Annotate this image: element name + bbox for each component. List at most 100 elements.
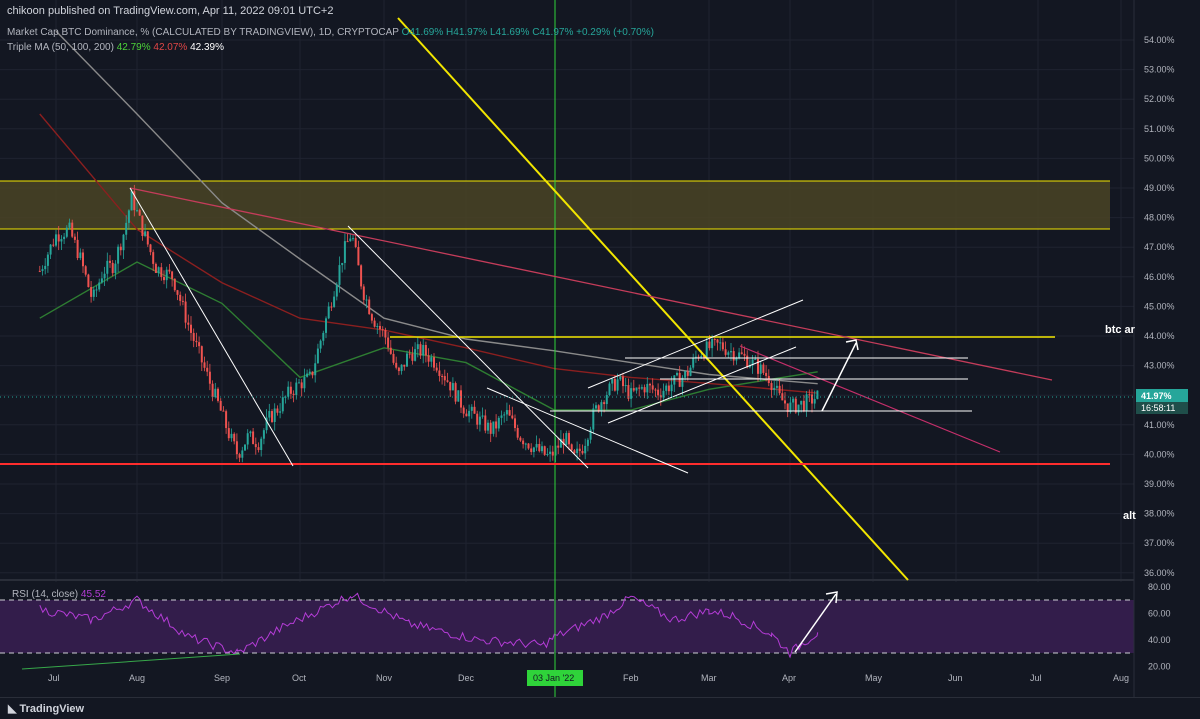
candle	[381, 326, 384, 337]
candle	[368, 296, 371, 315]
candle	[198, 336, 201, 354]
candle	[470, 404, 473, 419]
ma-legend: Triple MA (50, 100, 200) 42.79% 42.07% 4…	[7, 42, 224, 53]
candle	[76, 231, 79, 261]
candle	[52, 238, 55, 247]
rsi-legend: RSI (14, close) 45.52	[12, 589, 106, 600]
candle	[306, 369, 309, 378]
candle	[559, 430, 562, 448]
candle	[246, 429, 249, 450]
countdown-badge	[1136, 402, 1188, 414]
candle	[775, 378, 778, 396]
candle	[379, 321, 381, 338]
ma100-value: 42.07%	[153, 42, 188, 53]
candle	[460, 385, 462, 413]
time-tick-label: Oct	[292, 673, 307, 683]
candle	[106, 252, 109, 282]
white-trendline-1	[129, 187, 294, 467]
price-tick-label: 46.00%	[1144, 272, 1175, 282]
candle	[322, 330, 325, 346]
candle	[449, 381, 452, 397]
candle	[300, 379, 303, 397]
date-highlight-label: 03 Jan '22	[533, 673, 574, 683]
candle	[373, 317, 376, 328]
candle	[638, 384, 641, 397]
candle	[44, 258, 47, 275]
candle	[311, 371, 314, 379]
time-scale[interactable]: Jul Aug Sep Oct Nov Dec Feb Mar Apr May Jun Jul Aug	[48, 673, 1129, 683]
candle	[805, 391, 808, 417]
rsi-green-trendline	[21, 653, 241, 670]
price-tick-label: 36.00%	[1144, 568, 1175, 578]
price-tick-label: 39.00%	[1144, 479, 1175, 489]
candle	[635, 387, 638, 394]
candle	[451, 377, 454, 391]
candle	[541, 441, 543, 454]
candle	[357, 240, 360, 266]
projection-arrow	[821, 342, 857, 412]
candle	[338, 256, 341, 293]
candle	[60, 235, 63, 250]
drawings	[0, 0, 1134, 697]
candle	[468, 404, 471, 423]
candle	[811, 389, 813, 413]
candle	[63, 233, 66, 244]
last-price-label: 41.97%	[1141, 391, 1172, 401]
candle	[694, 350, 697, 363]
candle	[295, 377, 298, 400]
candle	[586, 437, 589, 452]
candle	[238, 452, 241, 463]
candle	[530, 443, 533, 455]
ma-line-ma100	[39, 113, 818, 394]
annotation-alt: alt	[1123, 510, 1136, 522]
candle	[95, 285, 98, 298]
candle	[192, 328, 195, 348]
candle	[608, 381, 611, 397]
candle	[662, 383, 665, 402]
candle	[568, 430, 570, 451]
candle	[462, 405, 465, 418]
candle	[435, 363, 438, 373]
candle	[416, 337, 419, 358]
candle	[492, 421, 495, 437]
candle	[346, 233, 349, 243]
candle	[757, 350, 759, 382]
candle	[813, 390, 816, 409]
candle	[292, 390, 295, 403]
tradingview-brand: TradingView	[19, 703, 85, 715]
candles	[38, 184, 819, 463]
candle	[721, 337, 724, 352]
price-tick-label: 45.00%	[1144, 301, 1175, 311]
rsi-band	[0, 600, 1134, 653]
candle	[495, 414, 498, 438]
time-tick-label: Jun	[948, 673, 963, 683]
candle	[219, 398, 222, 411]
rsi-scale[interactable]: 80.00 60.00 40.00 20.00	[1148, 582, 1171, 672]
candle	[557, 437, 560, 455]
tradingview-logo[interactable]: ◣ TradingView	[8, 702, 84, 715]
candle	[111, 260, 114, 277]
candle	[195, 332, 198, 347]
candle	[438, 361, 441, 382]
candle	[784, 392, 786, 410]
candle	[786, 403, 789, 418]
candle	[279, 403, 282, 419]
candle	[362, 284, 365, 305]
candle	[605, 391, 608, 410]
candle	[254, 437, 257, 455]
candle	[551, 445, 554, 461]
candle	[114, 260, 117, 280]
candle	[119, 243, 122, 256]
candle	[411, 346, 414, 365]
candle	[630, 382, 633, 408]
candle	[308, 368, 311, 376]
candle	[376, 323, 379, 334]
candle	[206, 360, 209, 377]
candle	[217, 387, 219, 403]
candle	[649, 382, 651, 393]
candle	[284, 395, 287, 404]
candle	[133, 184, 136, 217]
candle	[762, 362, 765, 375]
candle	[268, 403, 271, 422]
